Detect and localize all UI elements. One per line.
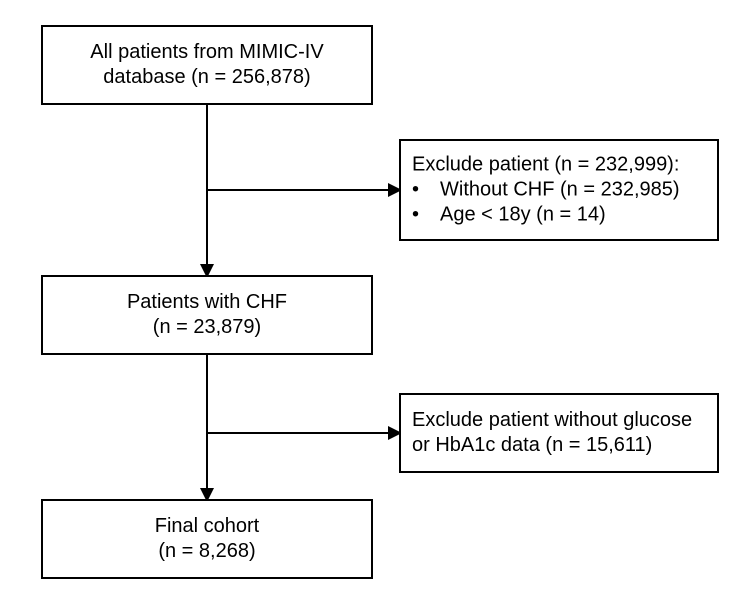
node-exclude1-bullet-dot-1: •: [412, 203, 419, 225]
node-start: All patients from MIMIC-IV database (n = …: [42, 26, 372, 104]
node-exclude2-line-1: or HbA1c data (n = 15,611): [412, 434, 652, 456]
node-exclude1-bullet-1: Age < 18y (n = 14): [440, 203, 606, 225]
node-chf-line-1: (n = 23,879): [153, 316, 261, 338]
node-start-line-1: database (n = 256,878): [103, 66, 310, 88]
node-exclude1: Exclude patient (n = 232,999): • Without C…: [400, 140, 718, 240]
node-exclude1-bullet-0: Without CHF (n = 232,985): [440, 178, 680, 200]
node-final-line-0: Final cohort: [155, 515, 260, 537]
node-exclude1-line-0: Exclude patient (n = 232,999):: [412, 153, 679, 175]
node-start-line-0: All patients from MIMIC-IV: [90, 41, 324, 63]
nodes-layer: All patients from MIMIC-IV database (n = …: [42, 26, 718, 578]
node-exclude2: Exclude patient without glucose or HbA1c …: [400, 394, 718, 472]
node-final-line-1: (n = 8,268): [158, 540, 255, 562]
flowchart-canvas: All patients from MIMIC-IV database (n = …: [0, 0, 744, 609]
node-chf: Patients with CHF (n = 23,879): [42, 276, 372, 354]
node-exclude2-line-0: Exclude patient without glucose: [412, 409, 692, 431]
node-chf-line-0: Patients with CHF: [127, 291, 287, 313]
node-final: Final cohort (n = 8,268): [42, 500, 372, 578]
node-exclude1-bullet-dot-0: •: [412, 178, 419, 200]
